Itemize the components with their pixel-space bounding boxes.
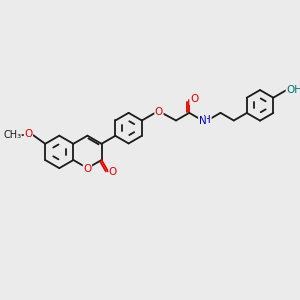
Text: O: O <box>155 107 163 117</box>
Text: O: O <box>190 94 198 104</box>
Text: O: O <box>83 164 92 174</box>
Text: O: O <box>24 129 32 139</box>
Text: OH: OH <box>286 85 300 95</box>
Text: N: N <box>199 116 206 127</box>
Text: CH₃: CH₃ <box>3 130 21 140</box>
Text: O: O <box>109 167 117 177</box>
Text: H: H <box>203 116 211 125</box>
